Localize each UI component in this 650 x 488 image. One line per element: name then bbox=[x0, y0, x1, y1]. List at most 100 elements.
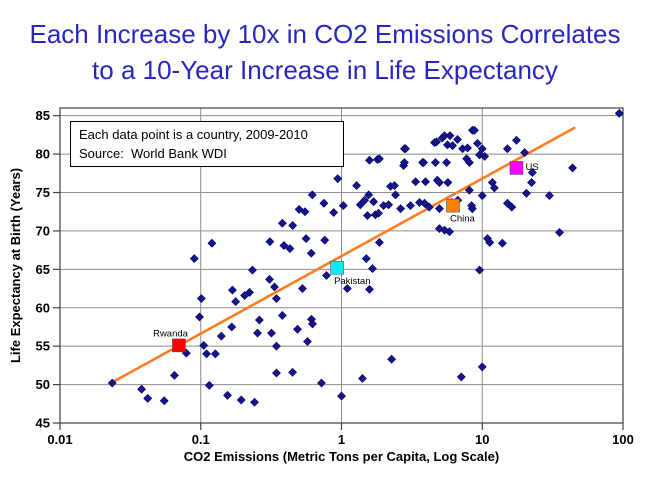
data-point bbox=[207, 238, 217, 248]
data-point bbox=[369, 197, 378, 207]
data-point bbox=[236, 395, 246, 405]
data-point bbox=[250, 397, 259, 407]
data-point bbox=[387, 354, 397, 364]
data-point bbox=[265, 237, 275, 247]
data-point bbox=[231, 297, 241, 307]
data-point bbox=[320, 235, 330, 245]
data-point bbox=[364, 190, 374, 200]
data-point bbox=[254, 315, 264, 325]
annotation-line-2: Source: World Bank WDI bbox=[79, 146, 227, 161]
data-point bbox=[204, 380, 214, 390]
data-point bbox=[306, 248, 316, 258]
data-point bbox=[319, 198, 329, 208]
data-point bbox=[390, 181, 399, 191]
data-point bbox=[322, 271, 331, 280]
data-point bbox=[272, 294, 281, 303]
data-point bbox=[473, 138, 482, 148]
y-tick-label: 50 bbox=[36, 377, 50, 392]
data-point bbox=[277, 218, 287, 228]
y-tick-label: 65 bbox=[36, 262, 50, 277]
data-point bbox=[456, 372, 466, 382]
x-tick-label: 0.01 bbox=[47, 432, 72, 447]
data-point bbox=[453, 135, 462, 144]
data-point bbox=[396, 204, 406, 214]
data-point bbox=[294, 204, 304, 214]
data-point bbox=[199, 340, 209, 350]
data-point bbox=[477, 144, 487, 154]
data-point bbox=[527, 168, 537, 177]
data-point bbox=[267, 328, 276, 338]
data-point bbox=[470, 125, 479, 135]
data-point bbox=[467, 204, 477, 214]
data-point bbox=[337, 391, 346, 401]
data-point bbox=[520, 148, 530, 157]
data-point bbox=[485, 238, 495, 247]
data-point bbox=[443, 178, 453, 187]
data-point bbox=[406, 201, 415, 210]
data-point bbox=[368, 264, 377, 273]
data-point bbox=[361, 254, 371, 264]
data-point bbox=[442, 158, 452, 167]
data-point bbox=[189, 254, 199, 264]
data-point bbox=[477, 191, 487, 201]
data-point bbox=[522, 188, 531, 198]
data-point bbox=[317, 378, 326, 388]
y-tick-label: 75 bbox=[36, 185, 50, 200]
data-point bbox=[614, 108, 624, 118]
y-axis-title: Life Expectancy at Birth (Years) bbox=[8, 168, 23, 363]
data-point bbox=[544, 191, 554, 201]
country-label-pakistan: Pakistan bbox=[334, 276, 370, 287]
data-point bbox=[107, 378, 117, 388]
data-point bbox=[265, 274, 274, 284]
data-point bbox=[443, 140, 452, 150]
data-point bbox=[308, 319, 317, 329]
data-point bbox=[329, 208, 339, 217]
data-point bbox=[196, 294, 206, 303]
data-point bbox=[363, 211, 372, 220]
data-point bbox=[401, 144, 410, 154]
y-tick-label: 85 bbox=[36, 108, 50, 123]
country-point-pakistan bbox=[330, 261, 344, 275]
y-tick-label: 60 bbox=[36, 300, 50, 315]
country-point-rwanda bbox=[172, 338, 186, 353]
data-point bbox=[432, 137, 442, 147]
data-point bbox=[358, 374, 367, 383]
data-point bbox=[293, 324, 302, 334]
x-axis-title: CO2 Emissions (Metric Tons per Capita, L… bbox=[184, 449, 499, 464]
data-point bbox=[169, 370, 179, 380]
data-point bbox=[475, 265, 484, 275]
data-point bbox=[288, 367, 297, 377]
data-point bbox=[272, 368, 281, 378]
y-tick-label: 70 bbox=[36, 223, 50, 238]
data-point bbox=[375, 154, 384, 164]
data-point bbox=[279, 241, 289, 250]
x-tick-label: 0.1 bbox=[192, 432, 210, 447]
x-tick-label: 100 bbox=[612, 432, 634, 447]
data-point bbox=[248, 265, 257, 275]
data-point bbox=[465, 158, 474, 167]
data-point bbox=[352, 181, 362, 191]
country-label-china: China bbox=[450, 214, 476, 225]
data-point bbox=[195, 312, 204, 322]
country-label-us: US bbox=[525, 162, 538, 173]
data-point bbox=[228, 285, 237, 295]
data-point bbox=[159, 396, 169, 406]
title-line-1: Each Increase by 10x in CO2 Emissions Co… bbox=[29, 19, 621, 49]
co2-life-expectancy-scatter-chart: 45 50 55 60 65 70 75 80 85 0.01 0.1 1 10 100 CO2 Emiss… bbox=[8, 107, 634, 464]
data-point bbox=[445, 227, 454, 237]
data-point bbox=[300, 207, 310, 217]
data-point bbox=[497, 238, 507, 248]
data-point bbox=[503, 144, 512, 154]
data-point bbox=[253, 328, 262, 338]
data-point bbox=[480, 151, 490, 161]
data-point bbox=[431, 158, 440, 167]
title-line-2: to a 10-Year Increase in Life Expectancy bbox=[92, 55, 558, 85]
data-point bbox=[555, 228, 564, 237]
data-point bbox=[489, 183, 499, 193]
data-point bbox=[448, 141, 457, 151]
data-point bbox=[285, 244, 295, 254]
data-point bbox=[419, 158, 429, 167]
data-point bbox=[527, 178, 536, 187]
data-point bbox=[270, 282, 279, 292]
data-point bbox=[223, 390, 232, 400]
